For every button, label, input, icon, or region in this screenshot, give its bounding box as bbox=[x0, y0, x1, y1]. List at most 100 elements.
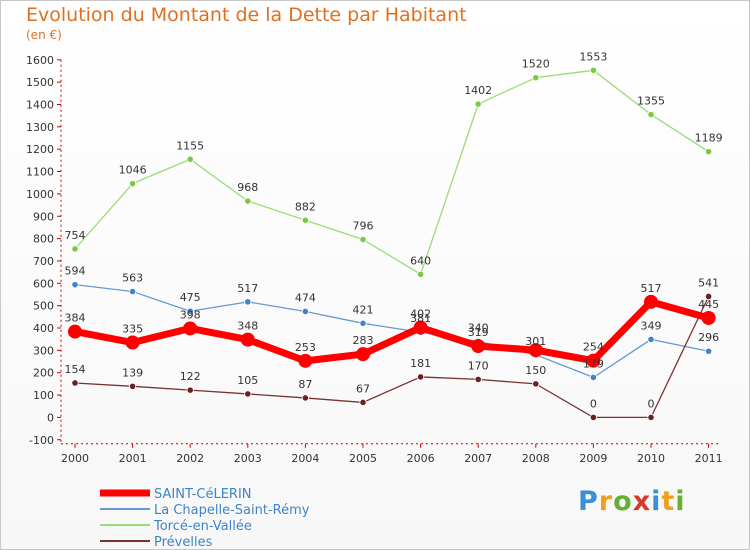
data-label: 335 bbox=[122, 323, 143, 336]
y-tick-label: 200 bbox=[33, 367, 54, 380]
y-axis-unit: (en €) bbox=[26, 28, 62, 42]
data-point bbox=[301, 307, 309, 316]
data-point bbox=[183, 321, 198, 336]
data-label: 0 bbox=[648, 397, 655, 410]
data-point bbox=[71, 281, 79, 289]
legend-label: SAINT-CéLERIN bbox=[154, 487, 252, 502]
data-label: 640 bbox=[410, 254, 431, 267]
data-label: 474 bbox=[295, 291, 316, 304]
data-point bbox=[244, 390, 252, 398]
data-point bbox=[71, 379, 79, 387]
data-point bbox=[586, 353, 601, 368]
data-point bbox=[532, 380, 540, 388]
data-label: 1189 bbox=[695, 132, 723, 145]
x-tick-label: 2008 bbox=[522, 452, 550, 465]
y-tick-label: 1100 bbox=[26, 166, 54, 179]
data-point bbox=[244, 197, 252, 205]
series-line-3 bbox=[74, 296, 710, 419]
data-point bbox=[68, 324, 82, 339]
data-label: 105 bbox=[237, 374, 258, 387]
series-line-1 bbox=[74, 283, 709, 379]
data-label: 170 bbox=[468, 359, 489, 372]
data-label: 421 bbox=[353, 303, 374, 316]
data-point bbox=[186, 307, 194, 315]
series-line-2 bbox=[74, 69, 709, 276]
data-label: 319 bbox=[468, 326, 489, 339]
data-label: 301 bbox=[525, 335, 546, 348]
data-point bbox=[528, 343, 543, 358]
data-point bbox=[359, 235, 367, 244]
y-tick-label: 100 bbox=[33, 389, 54, 402]
data-label: 517 bbox=[237, 282, 258, 295]
x-tick-label: 2009 bbox=[579, 452, 607, 465]
data-point bbox=[704, 347, 713, 355]
y-tick-label: 1300 bbox=[26, 121, 54, 134]
data-label: 1553 bbox=[579, 50, 607, 63]
data-point bbox=[129, 287, 137, 296]
x-tick-label: 2006 bbox=[407, 452, 435, 465]
data-point bbox=[647, 413, 655, 421]
data-label: 1402 bbox=[464, 84, 492, 97]
data-label: 563 bbox=[122, 272, 143, 285]
y-tick-label: 700 bbox=[33, 255, 54, 268]
y-tick-label: 500 bbox=[33, 300, 54, 313]
data-label: 296 bbox=[698, 331, 719, 344]
data-label: 340 bbox=[468, 321, 489, 334]
data-point bbox=[474, 375, 482, 384]
data-point bbox=[244, 298, 252, 306]
y-tick-label: 1000 bbox=[26, 188, 54, 201]
y-tick-label: 900 bbox=[33, 210, 54, 223]
data-point bbox=[704, 148, 713, 156]
data-label: 1046 bbox=[119, 164, 147, 177]
data-point bbox=[647, 110, 655, 119]
x-tick-label: 2005 bbox=[349, 452, 377, 465]
data-point bbox=[71, 245, 79, 253]
data-label: 541 bbox=[698, 276, 719, 289]
data-label: 283 bbox=[353, 334, 374, 347]
data-point bbox=[589, 66, 598, 74]
data-label: 150 bbox=[525, 364, 546, 377]
data-label: 517 bbox=[641, 282, 662, 295]
data-point bbox=[359, 319, 367, 327]
data-label: 594 bbox=[65, 265, 86, 278]
chart-title: Evolution du Montant de la Dette par Hab… bbox=[26, 4, 467, 26]
y-tick-label: 1400 bbox=[26, 99, 54, 112]
data-point bbox=[359, 398, 367, 407]
data-label: 882 bbox=[295, 200, 316, 213]
data-label: 179 bbox=[583, 357, 604, 370]
data-label: 1155 bbox=[176, 139, 204, 152]
data-label: 1355 bbox=[637, 95, 665, 108]
data-point bbox=[416, 270, 425, 278]
data-point bbox=[416, 373, 425, 381]
series-line-0 bbox=[74, 298, 710, 365]
data-label: 402 bbox=[410, 308, 431, 321]
data-label: 253 bbox=[295, 341, 316, 354]
data-point bbox=[186, 386, 194, 394]
data-label: 796 bbox=[353, 219, 374, 232]
data-label: 181 bbox=[410, 357, 431, 370]
data-point bbox=[647, 335, 655, 343]
data-label: 1520 bbox=[522, 58, 550, 71]
data-label: 968 bbox=[237, 181, 258, 194]
data-point bbox=[532, 74, 540, 82]
data-point bbox=[186, 155, 194, 163]
data-label: 445 bbox=[698, 298, 719, 311]
y-tick-label: 1200 bbox=[26, 143, 54, 156]
x-tick-label: 2007 bbox=[464, 452, 492, 465]
data-label: 154 bbox=[65, 363, 86, 376]
x-tick-label: 2002 bbox=[176, 452, 204, 465]
y-tick-label: 0 bbox=[47, 411, 54, 424]
data-label: 381 bbox=[410, 312, 431, 325]
data-point bbox=[301, 394, 309, 402]
x-tick-label: 2000 bbox=[61, 452, 89, 465]
data-point bbox=[701, 310, 716, 325]
y-tick-label: 300 bbox=[33, 344, 54, 357]
data-point bbox=[589, 373, 598, 381]
data-label: 349 bbox=[641, 319, 662, 332]
x-tick-label: 2010 bbox=[637, 452, 665, 465]
data-point bbox=[644, 294, 658, 309]
data-label: 122 bbox=[180, 370, 201, 383]
data-label: 398 bbox=[180, 308, 201, 321]
proxiti-logo: Proxiti bbox=[578, 486, 686, 517]
